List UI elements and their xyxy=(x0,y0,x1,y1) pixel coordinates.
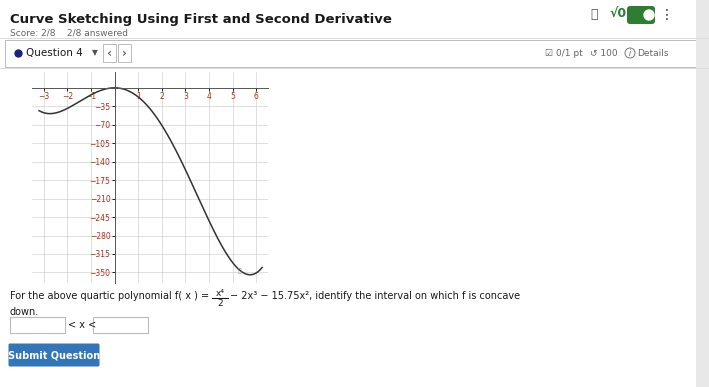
Text: For the above quartic polynomial f( x ) =: For the above quartic polynomial f( x ) … xyxy=(10,291,209,301)
Text: ☑ 0/1 pt: ☑ 0/1 pt xyxy=(545,48,583,58)
Text: ⋮: ⋮ xyxy=(660,8,674,22)
Circle shape xyxy=(644,10,654,20)
Text: Submit Question: Submit Question xyxy=(8,350,100,360)
FancyBboxPatch shape xyxy=(5,40,703,67)
Text: 2: 2 xyxy=(217,299,223,308)
Text: ▼: ▼ xyxy=(92,48,98,58)
Text: < x <: < x < xyxy=(68,320,96,330)
Text: i: i xyxy=(629,48,631,58)
Text: ↺ 100: ↺ 100 xyxy=(590,48,618,58)
Text: Details: Details xyxy=(637,48,669,58)
Text: √0: √0 xyxy=(610,8,627,21)
Text: 🔍: 🔍 xyxy=(238,269,241,274)
FancyBboxPatch shape xyxy=(9,344,99,366)
Text: ⎙: ⎙ xyxy=(590,8,598,21)
Text: down.: down. xyxy=(10,307,39,317)
Text: Score: 2/8    2/8 answered: Score: 2/8 2/8 answered xyxy=(10,28,128,37)
Text: Question 4: Question 4 xyxy=(26,48,83,58)
Text: − 2x³ − 15.75x², identify the interval on which f is concave: − 2x³ − 15.75x², identify the interval o… xyxy=(230,291,520,301)
Text: Curve Sketching Using First and Second Derivative: Curve Sketching Using First and Second D… xyxy=(10,13,392,26)
Text: ‹: ‹ xyxy=(107,46,112,60)
FancyBboxPatch shape xyxy=(103,44,116,62)
FancyBboxPatch shape xyxy=(10,317,65,333)
Text: x⁴: x⁴ xyxy=(216,289,225,298)
FancyBboxPatch shape xyxy=(118,44,131,62)
Circle shape xyxy=(625,48,635,58)
FancyBboxPatch shape xyxy=(696,0,709,387)
FancyBboxPatch shape xyxy=(93,317,148,333)
FancyBboxPatch shape xyxy=(627,6,655,24)
Text: ›: › xyxy=(122,46,127,60)
